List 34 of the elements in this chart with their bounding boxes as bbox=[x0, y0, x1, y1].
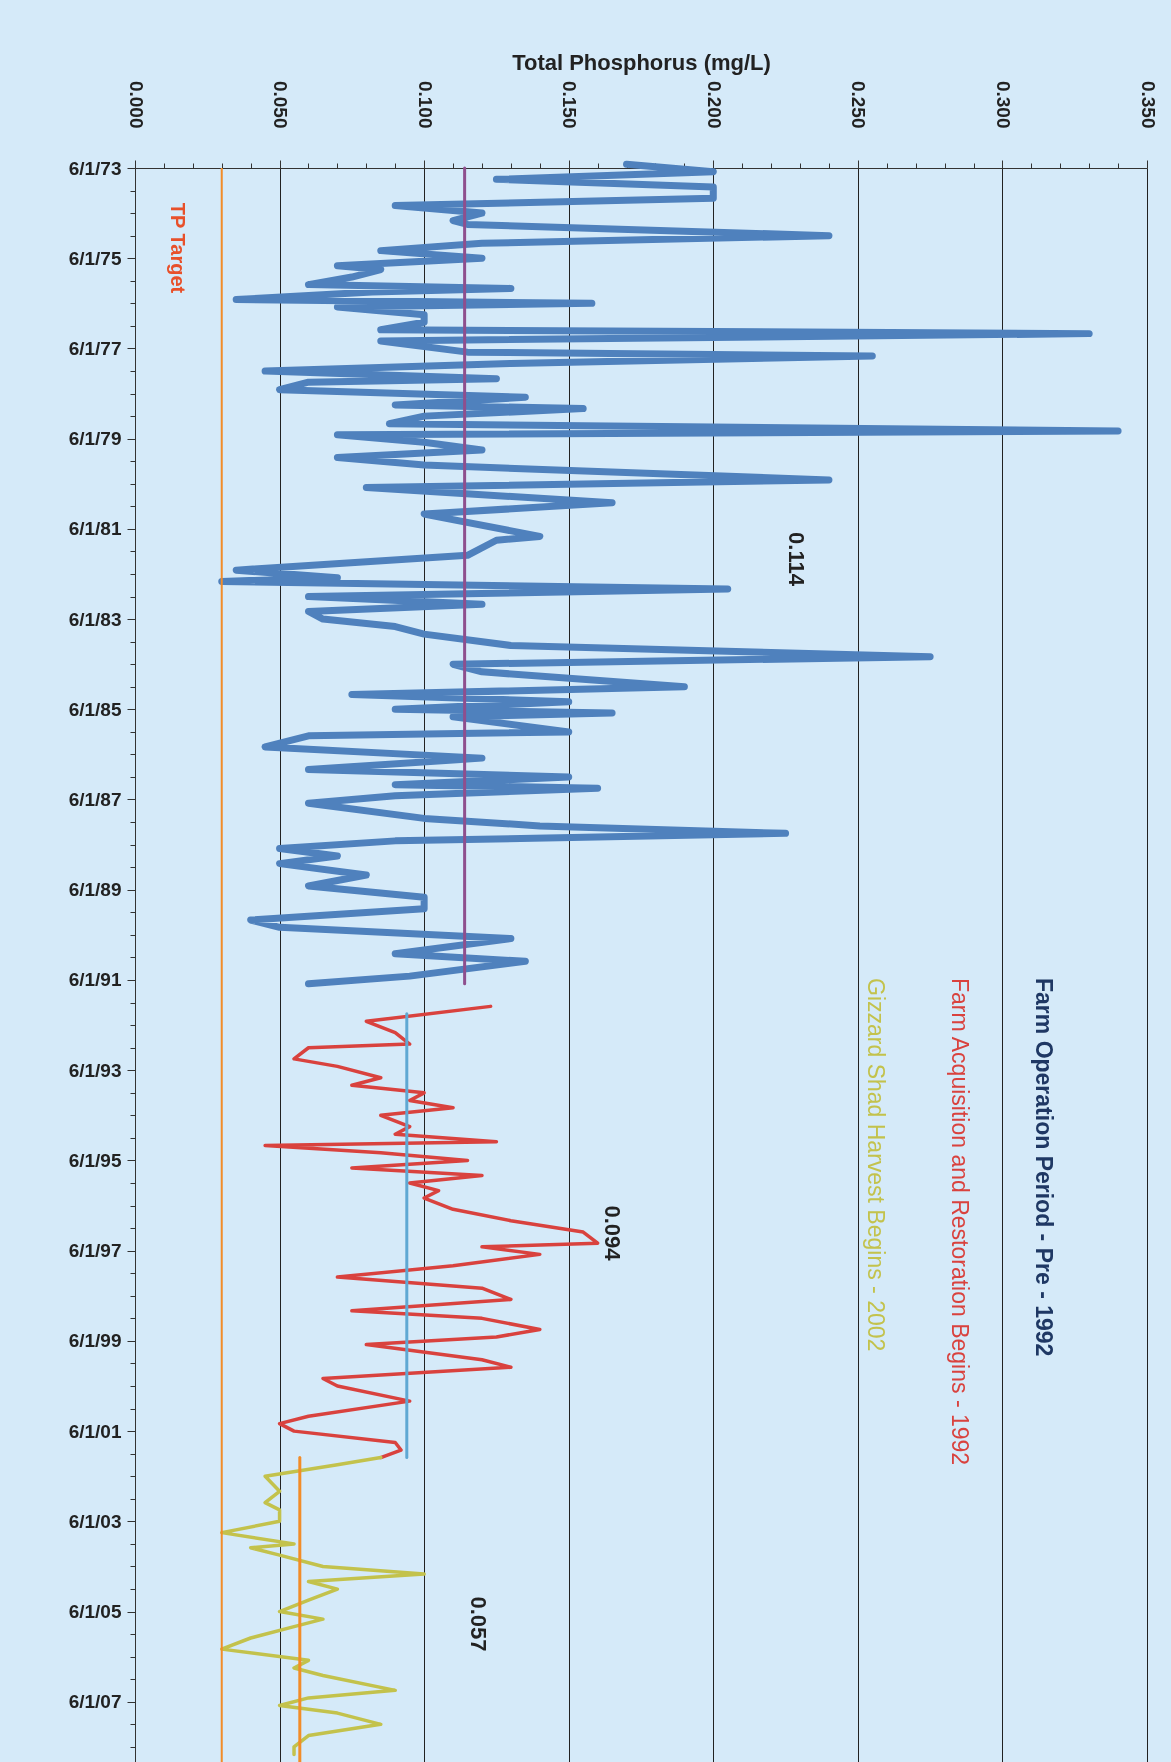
y-tick-label: 6/1/83 bbox=[68, 608, 122, 630]
y-tick-label: 6/1/89 bbox=[68, 879, 122, 901]
x-tick-label: 0.100 bbox=[414, 80, 436, 129]
annotation: 0.114 bbox=[784, 532, 809, 587]
text: Farm Acquisition and Restoration Begins - 1992 bbox=[947, 978, 973, 1466]
y-tick-label: 6/1/87 bbox=[68, 789, 122, 810]
y-tick-label: 6/1/85 bbox=[68, 698, 122, 720]
x-tick-label: 0.000 bbox=[125, 80, 147, 129]
y-tick-label: 6/1/05 bbox=[68, 1601, 122, 1623]
x-tick-label: 0.250 bbox=[848, 80, 870, 129]
y-tick-label: 6/1/91 bbox=[68, 969, 122, 991]
annotation: 0.094 bbox=[600, 1205, 625, 1262]
y-tick-label: 6/1/07 bbox=[68, 1691, 122, 1713]
text: Farm Operation Period - Pre - 1992 bbox=[1031, 978, 1057, 1357]
annotation: 0.057 bbox=[466, 1596, 491, 1652]
y-tick-label: 6/1/73 bbox=[68, 157, 122, 179]
y-tick-label: 6/1/99 bbox=[68, 1330, 122, 1352]
ref-line-label: TP Target bbox=[166, 202, 189, 294]
y-tick-label: 6/1/81 bbox=[68, 518, 122, 540]
x-tick-label: 0.350 bbox=[1137, 80, 1159, 129]
y-tick-label: 6/1/79 bbox=[68, 428, 122, 450]
y-tick-label: 6/1/01 bbox=[68, 1420, 122, 1442]
text: Gizzard Shad Harvest Begins - 2002 bbox=[863, 978, 889, 1352]
x-tick-label: 0.150 bbox=[559, 80, 581, 129]
x-tick-label: 0.200 bbox=[703, 80, 725, 129]
y-tick-label: 6/1/75 bbox=[68, 247, 122, 269]
y-tick-label: 6/1/77 bbox=[68, 337, 122, 359]
x-tick-label: 0.300 bbox=[992, 80, 1014, 129]
y-tick-label: 6/1/03 bbox=[68, 1510, 122, 1532]
x-tick-label: 0.050 bbox=[270, 80, 292, 129]
y-tick-label: 6/1/97 bbox=[68, 1240, 122, 1262]
y-tick-label: 6/1/95 bbox=[68, 1149, 122, 1171]
x-axis-title: Total Phosphorus (mg/L) bbox=[512, 49, 771, 75]
y-tick-label: 6/1/93 bbox=[68, 1059, 122, 1081]
